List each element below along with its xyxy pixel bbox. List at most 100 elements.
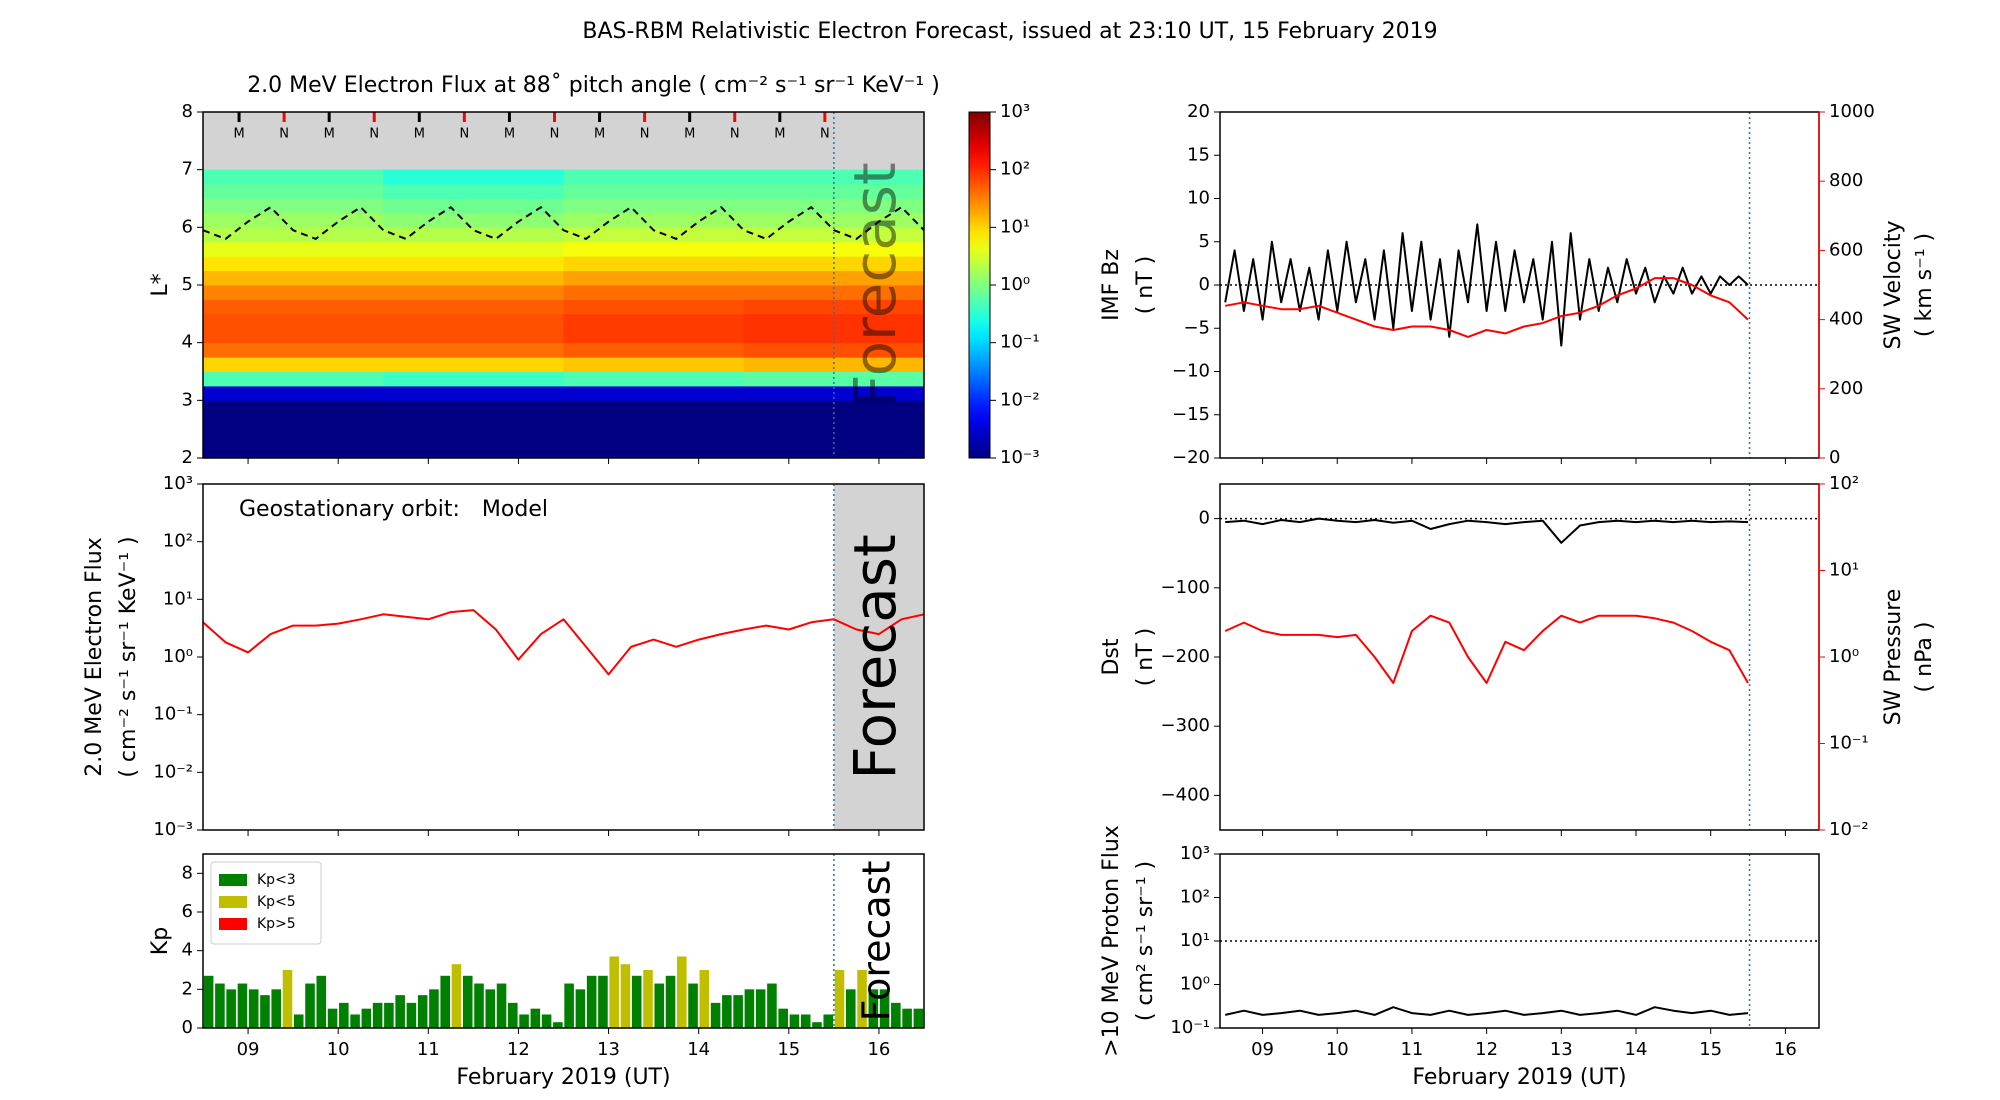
heat-cell bbox=[563, 285, 745, 300]
bar bbox=[767, 983, 777, 1028]
mlt-label: N bbox=[279, 127, 289, 142]
legend-label: Kp<5 bbox=[257, 894, 296, 910]
heat-cell bbox=[383, 443, 564, 458]
heat-cell bbox=[203, 299, 384, 315]
bar bbox=[203, 975, 214, 1028]
heat-cell bbox=[203, 227, 384, 243]
bar bbox=[451, 964, 462, 1028]
y2-tick-label: 10⁻² bbox=[1829, 819, 1869, 840]
annotation: Geostationary orbit: bbox=[239, 497, 460, 522]
y2-tick-label: 200 bbox=[1829, 378, 1863, 399]
bar bbox=[654, 983, 665, 1028]
y-tick-label: 10¹ bbox=[1180, 930, 1210, 951]
bar bbox=[485, 989, 496, 1028]
bar bbox=[305, 983, 315, 1028]
bar bbox=[496, 983, 507, 1028]
colorbar-tick-label: 10² bbox=[1000, 159, 1030, 180]
series-line bbox=[1225, 517, 1749, 544]
heat-cell bbox=[203, 328, 384, 344]
bar bbox=[733, 995, 743, 1028]
heat-cell bbox=[563, 385, 745, 401]
y2-tick-label: 10² bbox=[1829, 473, 1859, 494]
bar bbox=[744, 989, 755, 1028]
heat-cell bbox=[743, 299, 924, 315]
heat-cell bbox=[203, 169, 384, 185]
y-axis-label: ( nT ) bbox=[1133, 628, 1158, 687]
heat-cell bbox=[203, 198, 384, 214]
mlt-label: M bbox=[504, 127, 515, 142]
mlt-label: N bbox=[369, 127, 379, 142]
bar bbox=[699, 970, 710, 1028]
y-tick-label: 10² bbox=[1180, 887, 1210, 908]
heat-cell bbox=[563, 328, 745, 344]
y-axis-label: ( nT ) bbox=[1133, 256, 1158, 315]
x-tick-label: 10 bbox=[1326, 1039, 1349, 1060]
y2-tick-label: 1000 bbox=[1829, 101, 1875, 122]
heat-cell bbox=[203, 429, 384, 445]
heat-cell bbox=[743, 227, 924, 243]
heat-cell bbox=[563, 212, 745, 228]
bar bbox=[248, 989, 259, 1028]
heat-cell bbox=[203, 357, 384, 372]
bar bbox=[395, 995, 405, 1028]
heat-cell bbox=[383, 313, 564, 329]
y-tick-label: 10⁻¹ bbox=[153, 704, 193, 725]
bar bbox=[812, 1022, 822, 1028]
bar bbox=[834, 970, 845, 1028]
x-tick-label: 13 bbox=[1550, 1039, 1573, 1060]
y-axis-label: Dst bbox=[1099, 638, 1124, 675]
bar bbox=[631, 975, 642, 1028]
y-axis-label: IMF Bz bbox=[1099, 249, 1124, 321]
y-tick-label: 3 bbox=[182, 389, 193, 410]
bar bbox=[553, 1022, 563, 1028]
heat-cell bbox=[563, 443, 745, 458]
bar bbox=[350, 1014, 360, 1028]
x-tick-label: 12 bbox=[1475, 1039, 1498, 1060]
y-axis-label: ( cm⁻² s⁻¹ sr⁻¹ KeV⁻¹ ) bbox=[116, 536, 141, 777]
bar bbox=[868, 989, 879, 1028]
colorbar-tick-label: 10⁰ bbox=[1000, 274, 1030, 295]
panel-title: 2.0 MeV Electron Flux at 88˚ pitch angle… bbox=[247, 73, 940, 98]
y-tick-label: −400 bbox=[1161, 784, 1210, 805]
bar bbox=[339, 1002, 349, 1028]
bar bbox=[564, 983, 574, 1028]
y-tick-label: 5 bbox=[182, 274, 193, 295]
y-axis-label: >10 MeV Proton Flux bbox=[1099, 825, 1124, 1057]
bar bbox=[474, 983, 484, 1028]
x-tick-label: 14 bbox=[1625, 1039, 1648, 1060]
bar bbox=[891, 1002, 901, 1028]
series-name: Model bbox=[482, 497, 548, 522]
y-tick-label: 0 bbox=[182, 1017, 193, 1038]
bar bbox=[417, 995, 428, 1028]
bar bbox=[902, 1008, 912, 1028]
heat-cell bbox=[203, 270, 384, 286]
heat-cell bbox=[383, 414, 564, 430]
forecast-label: Forecast bbox=[841, 162, 909, 407]
bar bbox=[845, 989, 856, 1028]
mlt-label: N bbox=[550, 127, 560, 142]
x-tick-label: 09 bbox=[237, 1039, 260, 1060]
mlt-label: M bbox=[684, 127, 695, 142]
y-tick-label: 10⁰ bbox=[1180, 974, 1210, 995]
y2-axis-label: ( nPa ) bbox=[1912, 622, 1937, 693]
y-axis-label: L* bbox=[148, 273, 173, 296]
heat-cell bbox=[743, 241, 924, 257]
bar bbox=[823, 1014, 834, 1028]
y2-axis-label: SW Velocity bbox=[1881, 220, 1906, 349]
bar bbox=[665, 975, 676, 1028]
x-tick-label: 09 bbox=[1251, 1039, 1274, 1060]
y-tick-label: 10⁻¹ bbox=[1170, 1017, 1210, 1038]
legend-label: Kp>5 bbox=[257, 916, 296, 932]
heat-cell bbox=[383, 385, 564, 401]
bar bbox=[440, 975, 450, 1028]
mlt-label: M bbox=[594, 127, 605, 142]
y-tick-label: 0 bbox=[1199, 274, 1210, 295]
plot-content: Forecast bbox=[203, 112, 924, 458]
y-tick-label: 10⁻³ bbox=[153, 819, 193, 840]
y-tick-label: 10 bbox=[1187, 188, 1210, 209]
mlt-label: N bbox=[730, 127, 740, 142]
heat-cell bbox=[563, 169, 745, 185]
bar bbox=[857, 970, 867, 1028]
heat-cell bbox=[563, 342, 745, 358]
y2-tick-label: 10¹ bbox=[1829, 560, 1859, 581]
